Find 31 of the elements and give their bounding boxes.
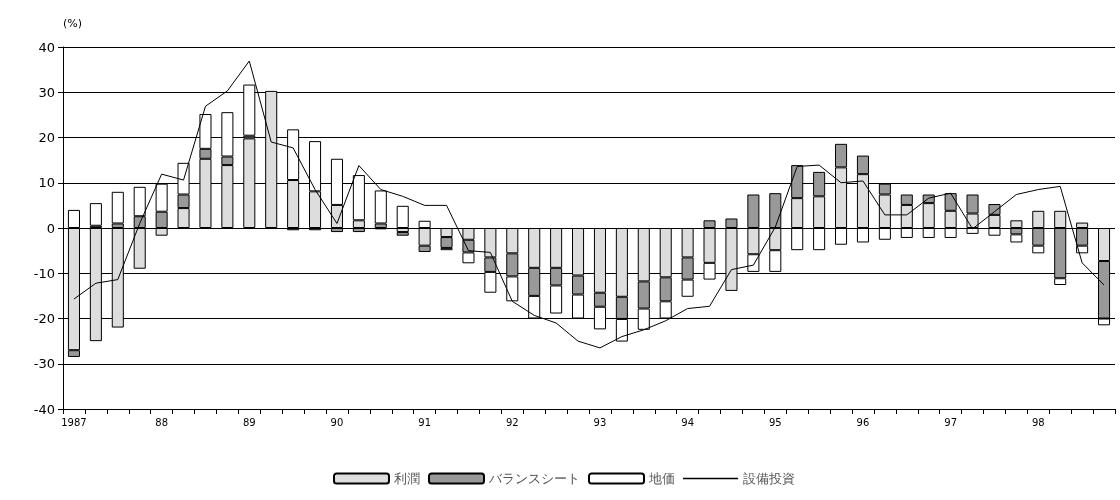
x-tick-label: 98 — [1031, 416, 1045, 428]
y-tick-label: 10 — [38, 175, 55, 191]
bar — [396, 232, 409, 236]
x-tick-label: 1987 — [61, 416, 87, 428]
x-tick-label: 90 — [330, 416, 344, 428]
x-tick-label: 88 — [155, 416, 168, 428]
x-tick-label: 89 — [242, 416, 256, 428]
bar — [374, 190, 387, 224]
y-axis-title: (%) — [63, 17, 83, 30]
bar — [111, 191, 124, 224]
legend-label: バランスシート — [488, 471, 580, 486]
y-tick-label: -30 — [33, 356, 55, 372]
x-tick-label: 93 — [593, 416, 607, 428]
legend-label: 地価 — [648, 471, 675, 486]
x-tick-label: 96 — [856, 416, 870, 428]
y-tick-label: 40 — [38, 39, 55, 55]
y-tick-label: -20 — [33, 311, 55, 326]
x-tick-label: 92 — [505, 416, 519, 428]
y-tick-label: 20 — [38, 130, 55, 145]
legend-label: 設備投資 — [743, 471, 795, 486]
x-tick-label: 97 — [944, 416, 957, 428]
y-tick-label: -40 — [33, 401, 55, 417]
legend-label: 利潤 — [394, 471, 420, 486]
x-tick-label: 94 — [681, 416, 694, 428]
y-tick-label: -10 — [33, 265, 55, 281]
y-tick-label: 0 — [46, 220, 55, 236]
x-tick-label: 95 — [768, 416, 782, 428]
bar — [89, 203, 102, 226]
x-tick-label: 91 — [418, 416, 431, 428]
y-tick-label: 30 — [38, 84, 55, 100]
bar — [396, 205, 409, 228]
